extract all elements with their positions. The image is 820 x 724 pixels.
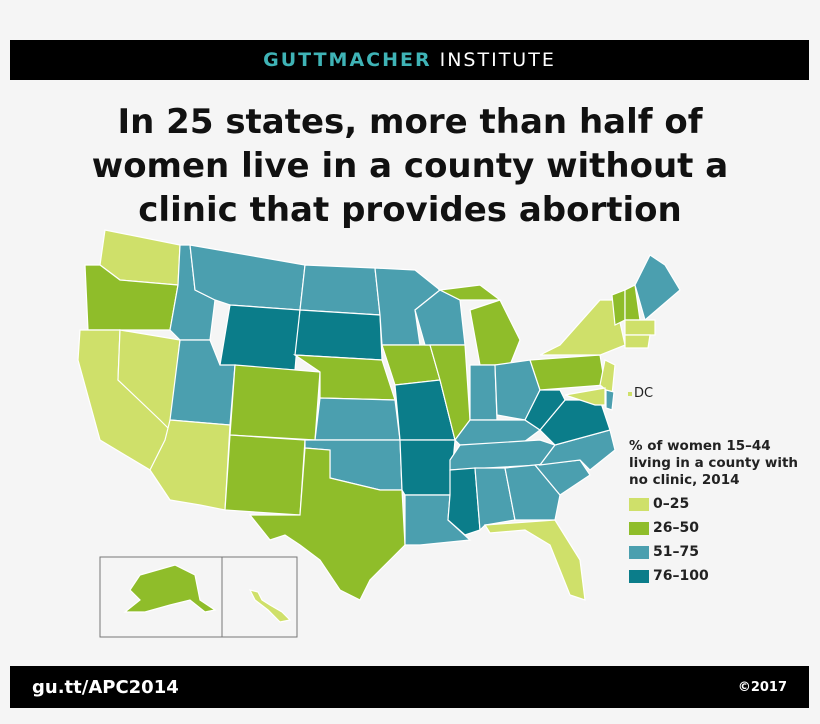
state-sd [294,309,383,361]
state-ks [314,397,401,441]
state-nm [224,434,306,516]
state-ma [624,319,656,336]
dc-text: DC [634,386,654,401]
footer: gu.tt/APC2014 ©2017 [10,666,809,708]
state-fl [483,519,586,601]
state-vt [611,289,626,326]
legend-label: 0–25 [653,496,690,512]
legend-title: % of women 15–44 living in a county with… [629,438,799,488]
brand-header: GUTTMACHER INSTITUTE [10,40,809,80]
title-line-1: In 25 states, more than half of [117,102,703,142]
state-wi [414,289,466,346]
brand-name-light: INSTITUTE [439,49,556,71]
state-nd [299,264,381,316]
state-ny [539,299,626,356]
state-ct [624,334,651,349]
state-md [564,387,606,406]
state-co [229,364,321,441]
state-mi [437,284,502,301]
legend-label: 26–50 [653,520,699,536]
state-de [605,389,615,411]
brand-name-bold: GUTTMACHER [263,49,432,71]
state-pa [529,354,606,391]
legend-swatch [629,498,649,511]
legend-item: 51–75 [629,544,799,561]
page-title: In 25 states, more than half of women li… [0,100,820,232]
footer-link[interactable]: gu.tt/APC2014 [32,676,179,698]
state-ms [447,467,481,536]
state-nv [117,329,181,432]
state-mi [469,299,521,366]
state-wy [219,304,301,371]
state-hi [248,589,292,623]
state-al [474,467,516,532]
legend-swatch [629,546,649,559]
legend-swatch [629,522,649,535]
state-mn [374,267,441,346]
legend-swatch [629,570,649,583]
dc-marker [628,391,632,396]
legend-item: 76–100 [629,568,799,585]
state-wv [524,389,566,431]
legend-label: 76–100 [653,568,709,584]
state-ar [399,439,456,496]
title-line-2: women live in a county without a [91,146,729,186]
state-tx [248,447,406,601]
legend-label: 51–75 [653,544,699,560]
title-line-3: clinic that provides abortion [138,190,682,230]
state-in [469,364,498,421]
state-me [634,254,681,322]
legend: % of women 15–44 living in a county with… [629,438,799,585]
hawaii-inset-frame [221,556,298,638]
legend-item: 0–25 [629,496,799,513]
state-ak [123,564,217,613]
copyright: ©2017 [737,679,787,695]
legend-item: 26–50 [629,520,799,537]
dc-label: DC [628,386,653,401]
